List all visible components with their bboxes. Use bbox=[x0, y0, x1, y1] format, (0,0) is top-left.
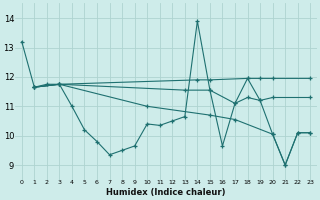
X-axis label: Humidex (Indice chaleur): Humidex (Indice chaleur) bbox=[106, 188, 226, 197]
